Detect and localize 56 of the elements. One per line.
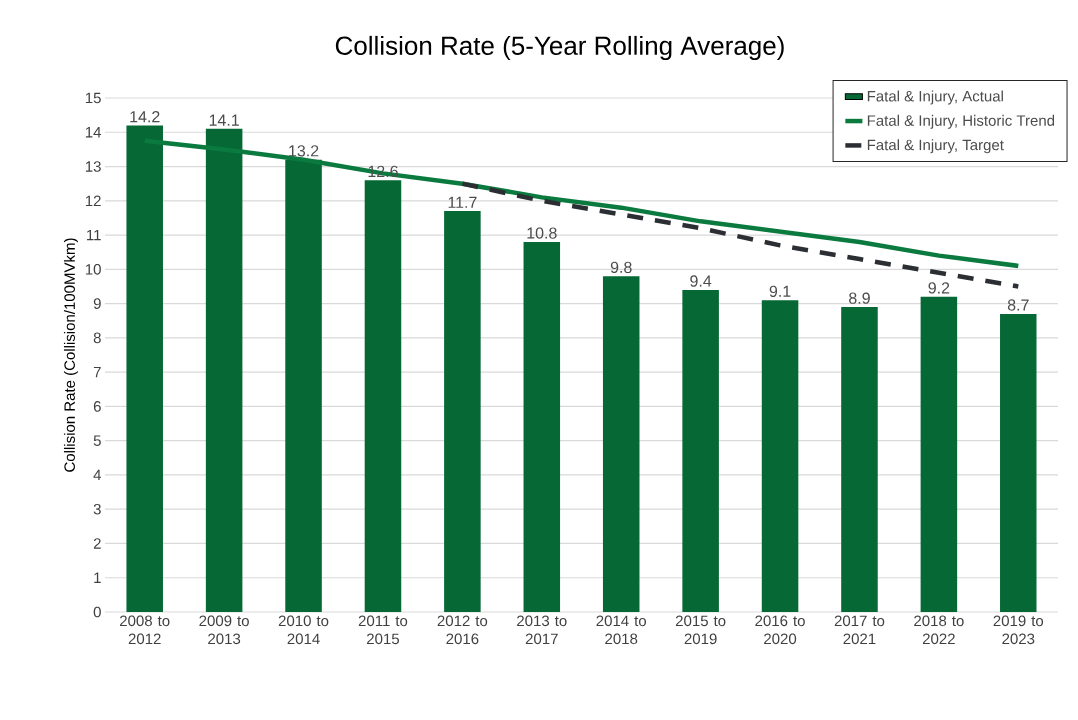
y-tick-label: 5: [93, 435, 101, 446]
y-axis-title: Collision Rate (Collision/100MVkm): [63, 238, 78, 472]
bar: [841, 307, 878, 612]
legend-label: Fatal & Injury, Target: [867, 139, 1004, 154]
bar: [285, 159, 322, 612]
y-tick-label: 12: [85, 195, 101, 207]
data-label: 14.1: [209, 114, 239, 126]
y-tick-label: 1: [94, 572, 101, 583]
x-tick-label: 2019 to 2023: [993, 615, 1044, 645]
x-tick-label: 2013 to 2017: [517, 615, 567, 645]
bar: [364, 180, 402, 612]
bar: [1000, 313, 1037, 612]
y-tick-label: 9: [93, 298, 101, 309]
data-label: 13.2: [289, 145, 319, 157]
y-tick-label: 15: [85, 92, 101, 104]
x-tick-label: 2016 to 2020: [755, 615, 805, 645]
data-label: 9.8: [610, 261, 632, 273]
y-tick-label: 14: [85, 127, 102, 138]
bar: [920, 296, 958, 612]
bar: [523, 241, 561, 612]
data-label: 14.2: [130, 111, 160, 123]
data-label: 9.1: [769, 285, 791, 297]
data-label: 9.2: [928, 282, 950, 294]
bar: [602, 276, 640, 612]
y-tick-label: 10: [85, 264, 101, 275]
bar: [205, 128, 243, 612]
legend-label: Fatal & Injury, Historic Trend: [867, 114, 1055, 129]
x-tick-label: 2018 to 2022: [914, 615, 964, 645]
bar: [444, 211, 481, 612]
y-tick-label: 3: [93, 503, 101, 515]
chart-title: Collision Rate (5-Year Rolling Average): [335, 35, 784, 61]
y-tick-label: 13: [85, 161, 101, 172]
x-tick-label: 2017 to 2021: [834, 615, 885, 645]
bar: [761, 300, 799, 612]
x-tick-label: 2015 to 2019: [675, 615, 726, 645]
y-tick-label: 2: [93, 538, 101, 549]
y-tick-label: 6: [93, 401, 101, 412]
x-tick-label: 2009 to 2013: [199, 615, 249, 645]
y-tick-label: 8: [93, 332, 101, 344]
x-tick-label: 2014 to 2018: [596, 615, 647, 645]
y-tick-label: 11: [87, 229, 101, 241]
legend-label: Fatal & Injury, Actual: [867, 90, 1003, 105]
x-tick-label: 2012 to 2016: [437, 615, 488, 645]
x-tick-label: 2008 to 2012: [120, 615, 170, 645]
bar: [682, 289, 719, 612]
y-tick-label: 0: [93, 606, 101, 618]
bar: [126, 125, 163, 612]
data-label: 8.7: [1007, 299, 1029, 311]
y-tick-label: 7: [93, 366, 101, 378]
data-label: 9.4: [690, 275, 712, 287]
x-tick-label: 2010 to 2014: [278, 615, 329, 645]
y-tick-label: 4: [93, 469, 102, 481]
data-label: 10.8: [527, 227, 557, 239]
data-label: 8.9: [849, 292, 870, 304]
x-tick-label: 2011 to 2015: [358, 615, 408, 645]
data-label: 11.7: [448, 196, 477, 208]
